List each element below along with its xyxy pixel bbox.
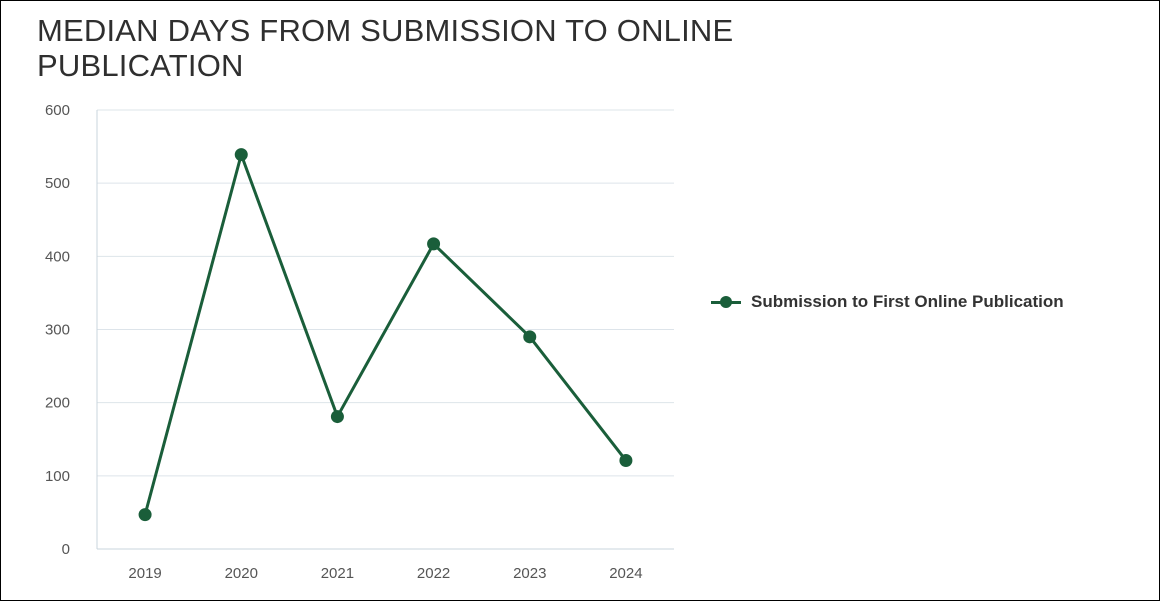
x-tick-label-2022: 2022 xyxy=(417,565,450,582)
legend-label: Submission to First Online Publication xyxy=(751,292,1064,311)
legend-marker-dot xyxy=(720,296,732,308)
x-tick-label-2019: 2019 xyxy=(128,565,161,582)
x-tick-label-2023: 2023 xyxy=(513,565,546,582)
data-point-2020 xyxy=(234,148,248,162)
data-point-2019 xyxy=(138,508,152,522)
chart-title: MEDIAN DAYS FROM SUBMISSION TO ONLINE PU… xyxy=(37,13,734,83)
y-tick-label-400: 400 xyxy=(45,248,70,265)
y-tick-label-0: 0 xyxy=(62,541,70,558)
data-point-2021 xyxy=(330,410,344,424)
data-point-2022 xyxy=(427,237,441,251)
chart-legend[interactable]: Submission to First Online Publication xyxy=(711,291,1064,313)
y-tick-label-200: 200 xyxy=(45,395,70,412)
x-tick-label-2024: 2024 xyxy=(609,565,642,582)
y-tick-label-300: 300 xyxy=(45,322,70,339)
legend-series-marker-icon xyxy=(711,295,741,309)
y-tick-label-600: 600 xyxy=(45,102,70,119)
y-tick-label-100: 100 xyxy=(45,468,70,485)
x-tick-label-2020: 2020 xyxy=(225,565,258,582)
data-point-2024 xyxy=(619,453,633,467)
y-tick-label-500: 500 xyxy=(45,175,70,192)
x-tick-label-2021: 2021 xyxy=(321,565,354,582)
data-point-2023 xyxy=(523,330,537,344)
series-line-0 xyxy=(143,153,628,517)
